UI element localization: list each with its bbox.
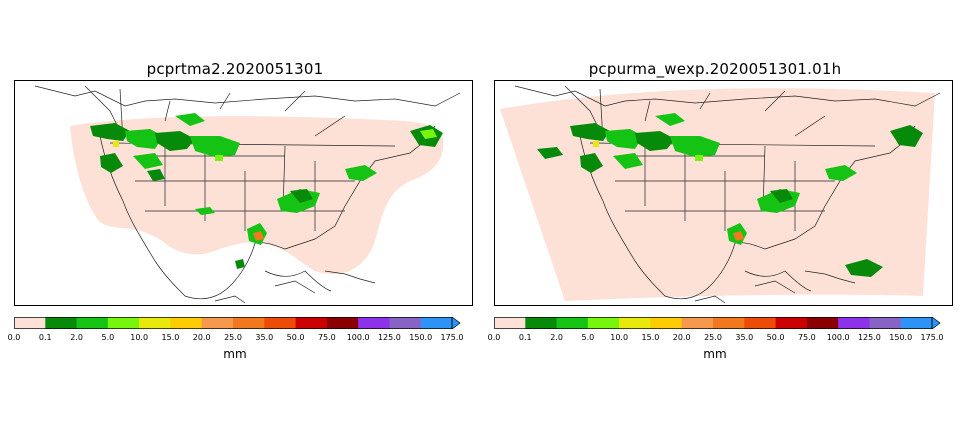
map-plot-area	[494, 80, 953, 306]
colorbar-segment	[494, 317, 526, 329]
colorbar-tick-label: 25.0	[224, 333, 242, 342]
colorbar-segment	[389, 317, 422, 329]
map-panel-left: pcprtma2.2020051301	[0, 0, 473, 425]
colorbar-segment	[170, 317, 203, 329]
colorbar-tick-label: 10.0	[610, 333, 629, 342]
colorbar-segment	[869, 317, 902, 329]
colorbar-tick-label: 15.0	[161, 333, 180, 342]
precip-map	[34, 85, 461, 304]
precip-cells	[537, 113, 923, 277]
colorbar-segment	[806, 317, 839, 329]
colorbar-segments	[14, 317, 453, 329]
colorbar-segment	[650, 317, 683, 329]
precip-cells	[90, 113, 443, 269]
map-panel-right: pcpurma_wexp.2020051301.01h	[480, 0, 953, 425]
colorbar-segment	[525, 317, 557, 329]
colorbar-segment	[681, 317, 714, 329]
colorbar-tick-label: 100.0	[826, 333, 850, 342]
colorbar-tick-labels: 0.0 0.1 2.0 5.0 10.0 15.0 20.0 25.0 35.0 50.0 75.0…	[488, 333, 954, 345]
colorbar-tick-label: 5.0	[581, 333, 595, 342]
colorbar-extend-arrow	[451, 317, 461, 329]
colorbar-segment	[358, 317, 390, 329]
colorbar-tick-label: 15.0	[641, 333, 660, 342]
colorbar	[14, 317, 461, 329]
colorbar-segment	[420, 317, 453, 329]
colorbar-segment	[76, 317, 109, 329]
colorbar-tick-label: 125.0	[857, 333, 881, 342]
map-plot-area	[14, 80, 473, 306]
colorbar-segment	[775, 317, 808, 329]
map-title: pcpurma_wexp.2020051301.01h	[588, 60, 842, 78]
colorbar-segment	[45, 317, 77, 329]
colorbar-segment	[201, 317, 234, 329]
colorbar-segment	[713, 317, 745, 329]
colorbar-tick-label: 150.0	[409, 333, 433, 342]
colorbar-tick-labels: 0.0 0.1 2.0 5.0 10.0 15.0 20.0 25.0 35.0 50.0 75.0…	[8, 333, 474, 345]
colorbar-tick-label: 2.0	[70, 333, 83, 342]
colorbar-extend-arrow	[931, 317, 941, 329]
colorbar-tick-label: 20.0	[192, 333, 211, 342]
colorbar-tick-label: 100.0	[346, 333, 370, 342]
colorbar-tick-label: 5.0	[101, 333, 115, 342]
colorbar-tick-label: 25.0	[704, 333, 722, 342]
precip-map	[500, 85, 941, 304]
colorbar-segment	[587, 317, 620, 329]
colorbar-tick-label: 75.0	[797, 333, 816, 342]
colorbar-tick-label: 35.0	[255, 333, 274, 342]
colorbar-units: mm	[703, 347, 727, 361]
colorbar-segment	[139, 317, 171, 329]
colorbar-tick-label: 150.0	[889, 333, 913, 342]
colorbar-tick-label: 20.0	[672, 333, 691, 342]
colorbar-tick-label: 0.1	[518, 333, 532, 342]
colorbar-tick-label: 125.0	[377, 333, 401, 342]
colorbar-tick-label: 0.0	[7, 333, 21, 342]
colorbar-segment	[744, 317, 776, 329]
colorbar-tick-label: 35.0	[735, 333, 754, 342]
colorbar-tick-label: 0.1	[38, 333, 52, 342]
colorbar-tick-label: 50.0	[766, 333, 785, 342]
colorbar-tick-label: 2.0	[550, 333, 563, 342]
colorbar-tick-label: 50.0	[286, 333, 305, 342]
colorbar-segment	[838, 317, 870, 329]
colorbar-segment	[233, 317, 265, 329]
colorbar-segment	[556, 317, 589, 329]
colorbar-segment	[900, 317, 933, 329]
colorbar-tick-label: 175.0	[920, 333, 944, 342]
colorbar-segment	[619, 317, 651, 329]
coverage-area	[70, 116, 444, 275]
colorbar-tick-label: 0.0	[487, 333, 501, 342]
colorbar-segment	[107, 317, 140, 329]
colorbar-tick-label: 175.0	[440, 333, 464, 342]
map-title: pcprtma2.2020051301	[146, 60, 324, 78]
colorbar-tick-label: 75.0	[317, 333, 336, 342]
colorbar-segment	[326, 317, 359, 329]
colorbar-units: mm	[223, 347, 247, 361]
colorbar	[494, 317, 941, 329]
colorbar-segment	[264, 317, 296, 329]
colorbar-segment	[14, 317, 46, 329]
colorbar-tick-label: 10.0	[130, 333, 149, 342]
colorbar-segments	[494, 317, 933, 329]
colorbar-segment	[295, 317, 328, 329]
